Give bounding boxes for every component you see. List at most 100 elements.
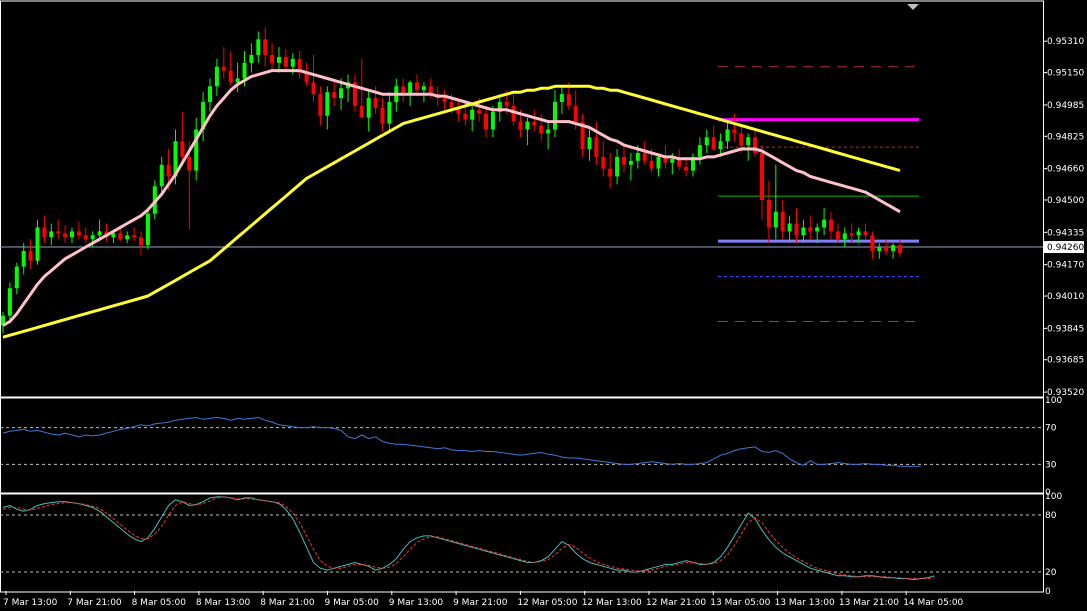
time-tick-label: 9 Mar 21:00 — [453, 598, 508, 608]
price-tick-label: 0.93685 — [1047, 356, 1084, 366]
current-price-tag — [1044, 241, 1084, 254]
candle-body — [118, 233, 123, 240]
candle-body — [891, 245, 896, 251]
candle-body — [442, 98, 447, 102]
rsi-panel[interactable]: 100 70 30 0 — [0, 396, 1062, 498]
candle-body — [70, 231, 74, 238]
stochastic-panel[interactable]: 100 80 20 0 — [0, 492, 1062, 597]
rsi-tick-label: 30 — [1045, 460, 1057, 470]
candle-body — [663, 156, 668, 163]
candle-body — [352, 82, 357, 106]
candle-body — [794, 223, 799, 236]
candle-body — [780, 211, 785, 232]
candle-body — [677, 158, 682, 167]
candle-body — [670, 158, 675, 163]
candle-body — [21, 250, 26, 267]
price-tick-label: 0.95310 — [1047, 37, 1084, 47]
price-tick-label: 0.94985 — [1047, 101, 1084, 111]
price-tick-label: 0.93520 — [1047, 388, 1084, 398]
candle-body — [208, 86, 212, 102]
candle-body — [601, 156, 606, 169]
time-tick-label: 12 Mar 13:00 — [582, 598, 642, 608]
candle-body — [125, 235, 130, 240]
candle-body — [898, 245, 902, 253]
candle-body — [111, 233, 116, 238]
candle-body — [477, 109, 482, 114]
candle-body — [339, 88, 344, 99]
time-axis: 7 Mar 13:00 7 Mar 21:00 8 Mar 05:00 8 Mar 1… — [3, 591, 964, 608]
candle-body — [28, 250, 33, 261]
candle-body — [63, 233, 68, 238]
time-tick-label: 13 Mar 05:00 — [710, 598, 770, 608]
candle-body — [201, 102, 206, 130]
candle-body — [766, 200, 771, 228]
rsi-tick-label: 70 — [1045, 424, 1057, 434]
time-tick-label: 13 Mar 13:00 — [775, 598, 835, 608]
candle-body — [753, 137, 758, 153]
candle-body — [546, 129, 551, 134]
candle-body — [159, 164, 164, 187]
time-tick-label: 14 Mar 05:00 — [903, 598, 963, 608]
candle-body — [1, 315, 5, 326]
candle-body — [359, 105, 364, 118]
candle-body — [401, 86, 406, 95]
candle-body — [566, 94, 571, 106]
candle-body — [387, 102, 392, 124]
candle-body — [145, 213, 150, 246]
candle-body — [808, 227, 813, 232]
price-tick-label: 0.94170 — [1047, 261, 1084, 271]
candle-body — [290, 58, 295, 67]
stochastic-line-1 — [2, 496, 935, 580]
candle-body — [870, 235, 875, 251]
candle-body — [249, 54, 254, 63]
candle-body — [76, 231, 81, 236]
time-tick-label: 9 Mar 13:00 — [389, 598, 444, 608]
candle-body — [228, 70, 233, 83]
candle-body — [587, 137, 592, 150]
candle-body — [704, 137, 709, 146]
rsi-line-0 — [2, 416, 921, 467]
stochastic-panel-frame — [0, 493, 1044, 593]
candle-body — [504, 102, 509, 106]
candle-body — [691, 156, 695, 171]
candle-body — [856, 231, 861, 236]
candle-body — [235, 78, 240, 83]
candle-body — [325, 92, 330, 116]
time-tick-label: 8 Mar 05:00 — [132, 598, 187, 608]
candle-body — [539, 125, 544, 134]
stochastic-tick-label: 100 — [1045, 492, 1062, 502]
price-tick-label: 0.95150 — [1047, 69, 1084, 79]
candle-body — [187, 156, 192, 171]
stochastic-tick-label: 20 — [1045, 568, 1057, 578]
price-tick-label: 0.94660 — [1047, 165, 1084, 175]
candle-body — [884, 247, 889, 251]
candle-body — [497, 102, 502, 112]
moving-average-slow-line — [2, 84, 901, 339]
candle-body — [421, 86, 426, 91]
candle-body — [42, 227, 47, 238]
candle-body — [635, 152, 640, 161]
candle-body — [7, 288, 12, 316]
candle-body — [283, 56, 288, 67]
candle-body — [49, 231, 54, 238]
candle-body — [649, 160, 654, 169]
price-panel[interactable]: 0.95310 0.95150 0.94985 0.94825 0.94660 0.945… — [0, 0, 1084, 398]
candle-body — [380, 107, 385, 124]
candle-body — [697, 145, 702, 157]
time-tick-label: 13 Mar 21:00 — [839, 598, 899, 608]
candle-body — [739, 133, 744, 146]
candle-body — [787, 223, 792, 232]
candle-body — [408, 82, 413, 95]
price-tick-label: 0.94500 — [1047, 196, 1084, 206]
candle-body — [849, 233, 854, 236]
candle-body — [773, 211, 778, 228]
candle-body — [511, 105, 516, 122]
stochastic-tick-label: 0 — [1045, 587, 1051, 597]
candle-body — [835, 231, 840, 240]
candle-body — [270, 54, 275, 63]
time-tick-label: 8 Mar 21:00 — [260, 598, 315, 608]
time-tick-label: 7 Mar 13:00 — [3, 598, 58, 608]
candle-body — [139, 237, 143, 246]
candle-body — [180, 141, 185, 157]
